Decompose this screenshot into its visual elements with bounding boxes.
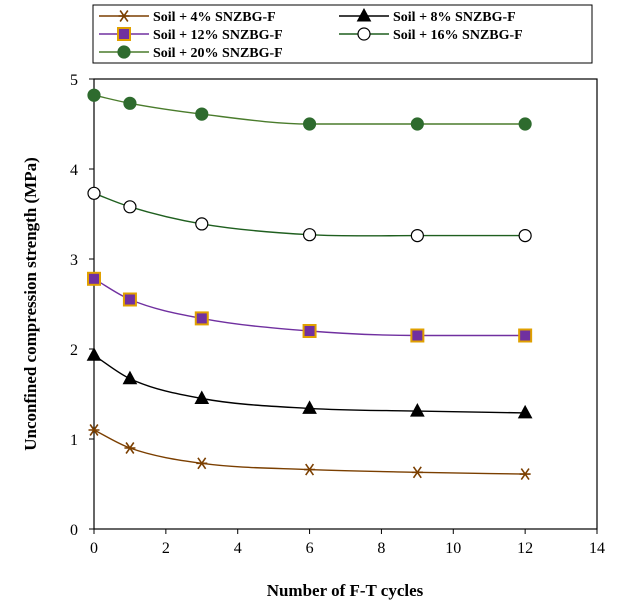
data-point <box>122 292 137 307</box>
data-point <box>123 200 137 214</box>
x-tick-label: 2 <box>162 540 170 557</box>
data-point <box>195 107 209 121</box>
x-tick-label: 0 <box>90 540 98 557</box>
series-line <box>93 429 526 475</box>
x-tick-label: 14 <box>589 540 605 557</box>
y-tick-label: 4 <box>70 162 78 179</box>
data-point <box>123 96 137 110</box>
data-point <box>518 229 532 243</box>
data-point <box>302 117 317 131</box>
legend-item-soil-4-snzbg-f: Soil + 4% SNZBG-F <box>99 10 276 25</box>
data-point <box>518 328 533 343</box>
legend-label: Soil + 4% SNZBG-F <box>153 10 276 25</box>
legend-marker <box>118 10 130 22</box>
x-tick-label: 8 <box>377 540 385 557</box>
y-tick-label: 3 <box>70 252 78 269</box>
data-point <box>411 466 423 479</box>
plot-area <box>93 78 598 530</box>
legend-item-soil-20-snzbg-f: Soil + 20% SNZBG-F <box>99 45 283 61</box>
data-point <box>87 271 101 286</box>
data-point <box>302 228 317 242</box>
y-axis-title: Unconfined compression strength (MPa) <box>21 157 40 451</box>
series-soil-12-snzbg-f <box>87 271 533 343</box>
data-point <box>122 370 138 385</box>
legend-label: Soil + 8% SNZBG-F <box>393 10 516 25</box>
y-tick-label: 1 <box>70 432 78 449</box>
x-tick-label: 10 <box>445 540 461 557</box>
data-point <box>410 229 424 243</box>
data-point <box>87 186 101 200</box>
legend-item-soil-12-snzbg-f: Soil + 12% SNZBG-F <box>99 27 283 43</box>
legend-label: Soil + 20% SNZBG-F <box>153 46 283 61</box>
data-point <box>302 324 317 338</box>
series-soil-20-snzbg-f <box>87 88 532 131</box>
legend-label: Soil + 16% SNZBG-F <box>393 28 523 43</box>
data-point <box>124 442 136 454</box>
series-soil-4-snzbg-f <box>88 424 531 481</box>
x-tick-label: 12 <box>517 540 533 557</box>
series-layer <box>86 88 533 481</box>
x-tick-label: 6 <box>306 540 314 557</box>
data-point <box>304 463 316 476</box>
x-axis-title: Number of F-T cycles <box>267 581 424 600</box>
legend-item-soil-16-snzbg-f: Soil + 16% SNZBG-F <box>339 27 523 43</box>
data-point <box>196 457 208 470</box>
data-point <box>194 390 210 404</box>
data-point <box>410 117 424 131</box>
legend-marker <box>357 27 371 41</box>
data-point <box>410 328 425 343</box>
data-point <box>519 468 531 481</box>
legend-label: Soil + 12% SNZBG-F <box>153 28 283 43</box>
y-tick-label: 0 <box>70 522 78 539</box>
legend-item-soil-8-snzbg-f: Soil + 8% SNZBG-F <box>339 7 516 25</box>
legend: Soil + 4% SNZBG-F Soil + 8% SNZBG-F Soil +… <box>92 4 593 64</box>
data-point <box>518 117 532 131</box>
data-point <box>87 88 101 102</box>
data-point <box>517 404 533 419</box>
series-soil-8-snzbg-f <box>86 347 533 419</box>
legend-marker <box>117 45 131 59</box>
x-tick-label: 4 <box>234 540 242 557</box>
legend-marker <box>356 7 372 22</box>
data-point <box>410 403 425 417</box>
y-tick-label: 5 <box>70 72 78 89</box>
data-point <box>302 400 317 414</box>
legend-marker <box>117 27 131 41</box>
series-soil-16-snzbg-f <box>87 186 532 243</box>
data-point <box>86 347 102 361</box>
y-tick-label: 2 <box>70 342 78 359</box>
data-point <box>194 311 209 326</box>
data-point <box>88 424 100 436</box>
data-point <box>195 217 209 231</box>
